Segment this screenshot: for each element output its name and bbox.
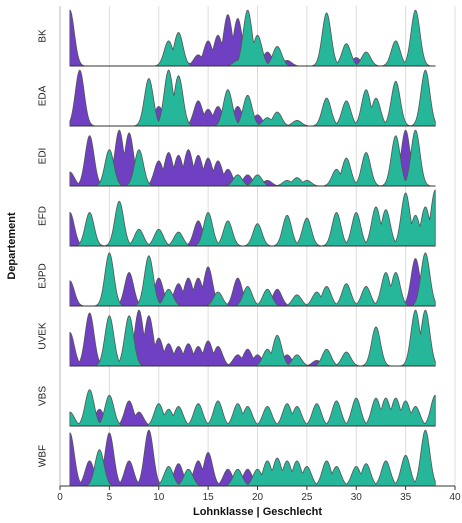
x-axis: 0 5 10 15 20 25 30 35 40 bbox=[57, 485, 461, 503]
row-label: BK bbox=[38, 29, 49, 43]
ridge-row-wbf: WBF bbox=[38, 429, 436, 487]
density-men-eda bbox=[69, 69, 436, 127]
row-label: EDA bbox=[38, 85, 49, 106]
row-label: EJPD bbox=[38, 263, 49, 289]
density-men-edi bbox=[69, 129, 436, 187]
x-tick-label: 35 bbox=[400, 492, 412, 503]
x-tick-label: 25 bbox=[301, 492, 313, 503]
density-women-edi bbox=[69, 129, 436, 187]
x-tick-label: 40 bbox=[449, 492, 461, 503]
density-men-bk bbox=[69, 9, 436, 67]
x-tick-label: 30 bbox=[351, 492, 363, 503]
row-label: EFD bbox=[38, 206, 49, 226]
ridge-rows: BK EDA EDI EFD EJPD UVEK VBS WBF bbox=[38, 9, 436, 487]
x-axis-title: Lohnklasse | Geschlecht bbox=[193, 506, 322, 518]
x-tick-label: 15 bbox=[203, 492, 215, 503]
row-label: VBS bbox=[38, 386, 49, 406]
row-label: EDI bbox=[38, 148, 49, 165]
ridge-row-eda: EDA bbox=[38, 69, 436, 127]
x-tick-label: 10 bbox=[153, 492, 165, 503]
ridge-row-uvek: UVEK bbox=[38, 309, 436, 367]
row-label: WBF bbox=[38, 445, 49, 467]
density-men-efd bbox=[69, 189, 436, 247]
ridge-row-vbs: VBS bbox=[38, 386, 436, 427]
x-tick-label: 0 bbox=[57, 492, 63, 503]
ridge-row-efd: EFD bbox=[38, 189, 436, 247]
ridge-row-ejpd: EJPD bbox=[38, 252, 436, 307]
x-tick-label: 5 bbox=[107, 492, 113, 503]
ridge-row-bk: BK bbox=[38, 9, 436, 67]
row-label: UVEK bbox=[38, 322, 49, 350]
y-axis-title: Departement bbox=[6, 212, 18, 280]
x-tick-label: 20 bbox=[252, 492, 264, 503]
ridge-row-edi: EDI bbox=[38, 129, 436, 187]
